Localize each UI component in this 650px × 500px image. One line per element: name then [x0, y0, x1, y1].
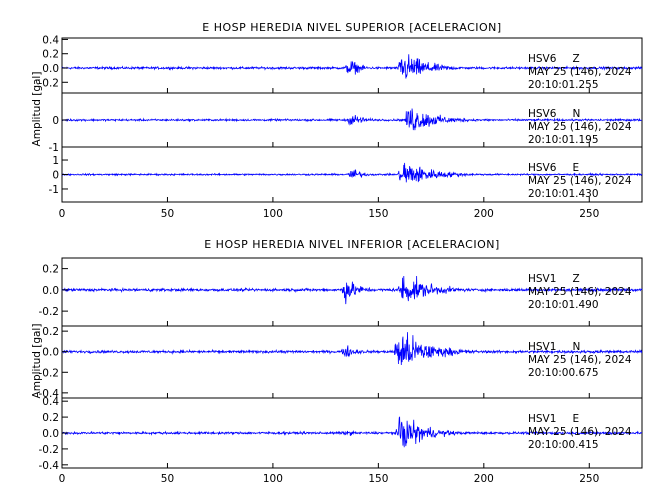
- y-tick-label: 0.2: [42, 49, 59, 61]
- y-tick-label: 0.2: [42, 412, 59, 424]
- component-code: N: [572, 108, 580, 120]
- station-code: HSV1: [528, 413, 556, 425]
- record-date: MAY 25 (146), 2024: [528, 426, 632, 438]
- record-date: MAY 25 (146), 2024: [528, 121, 632, 133]
- record-date: MAY 25 (146), 2024: [528, 286, 632, 298]
- y-tick-label: 0.4: [42, 396, 59, 408]
- station-label: HSV1 E: [528, 413, 579, 425]
- seismic-trace: [61, 162, 642, 183]
- y-tick-label: 0.0: [42, 285, 59, 297]
- record-date: MAY 25 (146), 2024: [528, 175, 632, 187]
- x-tick-label: 250: [579, 208, 599, 220]
- x-tick-label: 200: [474, 473, 494, 485]
- record-time: 20:10:00.675: [528, 367, 599, 379]
- y-tick-label: 1: [52, 155, 59, 167]
- station-code: HSV6: [528, 53, 557, 65]
- x-tick-label: 250: [579, 473, 599, 485]
- y-tick-label: -0.2: [39, 306, 60, 318]
- x-tick-label: 0: [59, 208, 66, 220]
- station-code: HSV6: [528, 108, 557, 120]
- record-date: MAY 25 (146), 2024: [528, 66, 632, 78]
- record-time: 20:10:01.255: [528, 79, 599, 91]
- x-tick-label: 50: [161, 473, 174, 485]
- component-code: Z: [572, 273, 579, 285]
- component-code: N: [572, 341, 580, 353]
- y-tick-label: -0.2: [39, 444, 60, 456]
- y-tick-label: 0: [52, 170, 59, 182]
- x-tick-label: 100: [263, 473, 283, 485]
- station-label: HSV6 N: [528, 108, 580, 120]
- y-tick-label: -0.4: [39, 460, 60, 472]
- y-tick-label: 0: [52, 115, 59, 127]
- seismic-trace: [61, 54, 643, 79]
- y-tick-label: -1: [49, 142, 59, 154]
- record-date: MAY 25 (146), 2024: [528, 354, 632, 366]
- y-tick-label: -1: [49, 184, 59, 196]
- y-tick-label: 0.0: [42, 347, 59, 359]
- y-tick-label: 0.2: [42, 264, 59, 276]
- y-tick-label: 0.0: [42, 63, 59, 75]
- chart-title: E HOSP HEREDIA NIVEL INFERIOR [ACELERACI…: [204, 238, 500, 251]
- y-tick-label: -0.2: [39, 77, 60, 89]
- y-tick-label: 0.0: [42, 428, 59, 440]
- seismic-trace: [61, 275, 643, 305]
- y-axis-label: Amplitud [gal]: [31, 72, 43, 147]
- y-tick-label: 0.4: [42, 34, 59, 46]
- x-tick-label: 200: [474, 208, 494, 220]
- component-code: E: [572, 162, 579, 174]
- station-code: HSV1: [528, 273, 556, 285]
- seismic-trace: [61, 416, 643, 448]
- y-axis-label: Amplitud [gal]: [31, 324, 43, 399]
- x-tick-label: 100: [263, 208, 283, 220]
- station-label: HSV1 Z: [528, 273, 580, 285]
- record-time: 20:10:01.490: [528, 299, 599, 311]
- y-tick-label: 0.2: [42, 326, 59, 338]
- station-code: HSV6: [528, 162, 557, 174]
- seismic-trace: [61, 108, 643, 131]
- record-time: 20:10:01.430: [528, 188, 599, 200]
- y-tick-label: -0.4: [39, 388, 60, 400]
- seismic-trace: [61, 332, 643, 365]
- station-label: HSV6 E: [528, 162, 579, 174]
- x-tick-label: 150: [368, 473, 388, 485]
- station-label: HSV6 Z: [528, 53, 580, 65]
- station-label: HSV1 N: [528, 341, 580, 353]
- chart-title: E HOSP HEREDIA NIVEL SUPERIOR [ACELERACI…: [202, 21, 501, 34]
- component-code: Z: [572, 53, 579, 65]
- y-tick-label: -0.2: [39, 367, 60, 379]
- station-code: HSV1: [528, 341, 556, 353]
- x-tick-label: 150: [368, 208, 388, 220]
- component-code: E: [572, 413, 579, 425]
- record-time: 20:10:01.195: [528, 134, 599, 146]
- x-tick-label: 50: [161, 208, 174, 220]
- x-tick-label: 0: [59, 473, 66, 485]
- record-time: 20:10:00.415: [528, 439, 599, 451]
